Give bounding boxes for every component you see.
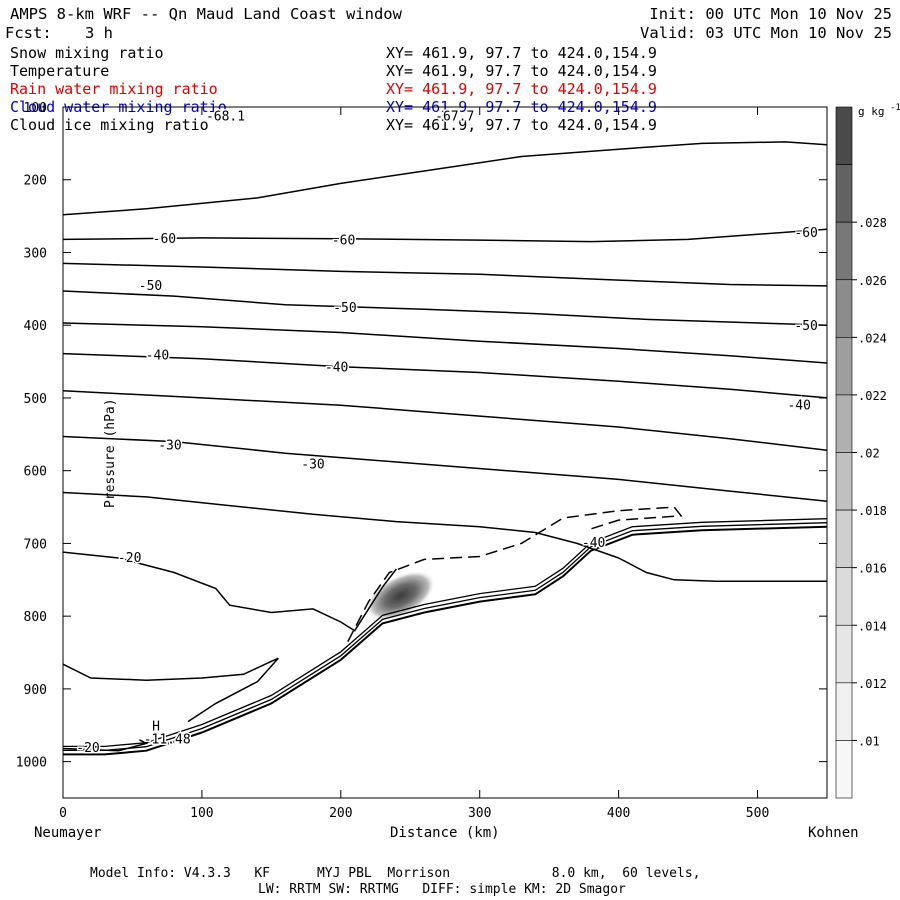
field-name: Snow mixing ratio [10,44,164,62]
colorbar-tick-label: .024 [858,331,887,345]
field-xy: XY= 461.9, 97.7 to 424.0,154.9 [386,44,657,62]
y-tick-label: 900 [24,683,47,698]
colorbar-segment [835,106,853,165]
model-physics: LW: RRTM SW: RRTMG DIFF: simple KM: 2D S… [258,882,626,897]
forecast-hour: 3 h [85,24,113,42]
y-tick-label: 1000 [16,756,47,771]
x-tick-label: 400 [607,806,630,821]
colorbar-tick-label: .018 [858,504,887,518]
colorbar-tick-label: .012 [858,677,887,691]
plot-frame [62,106,828,799]
model-info: Model Info: V4.3.3 KF MYJ PBL Morrison 8… [90,866,701,881]
valid-time: Valid: 03 UTC Mon 10 Nov 25 [640,24,892,42]
colorbar-segment [835,682,853,741]
colorbar-segment [835,740,853,799]
y-axis-label: Pressure (hPa) [103,398,118,508]
right-endpoint-label: Kohnen [808,825,859,841]
contour-label: -30 [301,457,324,472]
colorbar-tick-label: .022 [858,389,887,403]
contour-label: -60 [794,226,817,241]
contour-label: -20 [118,551,141,566]
temperature-contour [62,491,827,582]
colorbar-tick-label: .02 [858,447,880,461]
contour-label: -11.48 [144,732,191,747]
colorbar-unit-exponent: -1 [890,103,900,113]
contour-label: -40 [787,398,810,413]
temperature-contour [62,352,828,399]
colorbar-segment [835,337,853,396]
contour-label: -40 [325,361,348,376]
field-xy: XY= 461.9, 97.7 to 424.0,154.9 [386,62,657,80]
contour-label: -50 [139,279,162,294]
temperature-contour [62,290,828,326]
y-tick-label: 200 [24,174,47,189]
contour-label: H [152,719,160,734]
contour-label: -20 [76,741,99,756]
x-axis-label: Distance (km) [390,825,500,841]
field-xy: XY= 461.9, 97.7 to 424.0,154.9 [386,116,657,134]
field-name: Cloud ice mixing ratio [10,116,209,134]
terrain-surface-line [63,522,828,752]
temperature-contour [62,435,828,502]
contour-label: -60 [332,233,355,248]
contour-label: -50 [794,319,817,334]
terrain-surface-line [63,518,828,748]
temperature-contour [62,141,828,216]
colorbar-segment [835,509,853,568]
contour-label: -30 [158,438,181,453]
y-tick-label: 500 [24,392,47,407]
contour-label: -40 [146,348,169,363]
mixing-ratio-maximum [365,570,436,621]
colorbar-segment [835,452,853,511]
colorbar-unit: g kg [858,105,885,118]
temperature-contour [62,551,397,632]
colorbar-tick-label: .016 [858,562,887,576]
temperature-contour [62,262,828,287]
cloud-water-contour [347,506,683,642]
colorbar-segment [835,394,853,453]
field-name: Rain water mixing ratio [10,80,218,98]
colorbar-tick-label: .01 [858,734,880,748]
init-time: Init: 00 UTC Mon 10 Nov 25 [649,5,892,23]
contour-label: -50 [333,301,356,316]
y-tick-label: 600 [24,465,47,480]
terrain-surface-line [63,525,828,756]
x-tick-label: 500 [746,806,769,821]
temperature-contour [62,389,828,452]
x-tick-label: 300 [468,806,491,821]
contour-label: -40 [582,536,605,551]
y-tick-label: 700 [24,537,47,552]
y-tick-label: 400 [24,319,47,334]
contour-label: -68.1 [206,110,245,125]
field-name: Temperature [10,62,110,80]
y-tick-label: 100 [24,101,47,116]
left-endpoint-label: Neumayer [34,825,101,841]
contour-label: -67.7 [435,110,474,125]
colorbar-segment [835,624,853,684]
y-tick-label: 300 [24,246,47,261]
colorbar-segment [835,567,853,626]
temperature-contour [62,739,149,752]
y-tick-label: 800 [24,610,47,625]
x-tick-label: 100 [190,806,213,821]
temperature-contour [62,228,828,243]
colorbar-tick-label: .028 [858,216,887,230]
forecast-label: Fcst: [5,24,52,42]
x-tick-label: 200 [329,806,352,821]
temperature-contour [62,657,279,723]
colorbar-tick-label: .014 [858,619,887,633]
colorbar-tick-label: .026 [858,274,887,288]
colorbar-segment [835,164,853,223]
chart-title: AMPS 8-km WRF -- Qn Maud Land Coast wind… [10,5,402,23]
temperature-contour [62,322,828,364]
x-tick-label: 0 [59,806,67,821]
colorbar-segment [835,221,853,281]
contour-label: -60 [153,232,176,247]
field-xy: XY= 461.9, 97.7 to 424.0,154.9 [386,80,657,98]
colorbar-segment [835,279,853,338]
